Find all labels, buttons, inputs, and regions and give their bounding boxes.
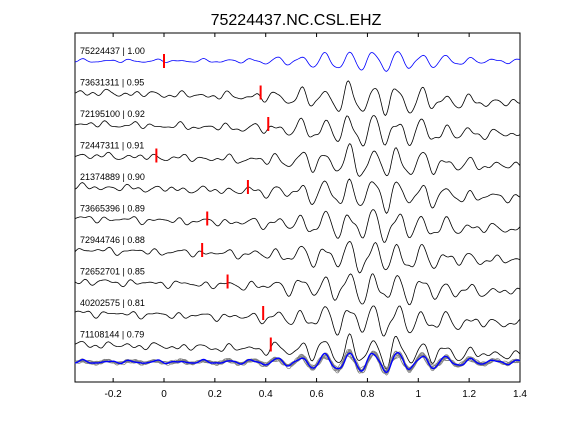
x-tick-label: 1 [416, 389, 422, 400]
trace-label: 71108144 | 0.79 [80, 330, 144, 340]
trace-label: 75224437 | 1.00 [80, 46, 145, 56]
trace-label: 72652701 | 0.85 [80, 267, 145, 277]
stack-reference [74, 351, 521, 374]
trace-label: 73631311 | 0.95 [80, 78, 144, 88]
trace-label: 21374889 | 0.90 [80, 172, 145, 182]
x-tick-label: 0.8 [360, 389, 374, 400]
trace-label: 73665396 | 0.89 [80, 204, 145, 214]
trace-line [74, 51, 521, 72]
trace-group: 75224437 | 1.00 73631311 | 0.95 72195100 |… [74, 46, 521, 370]
x-tick-label: 1.4 [513, 389, 527, 400]
x-tick-label: 1.2 [462, 389, 476, 400]
x-tick-label: -0.2 [105, 389, 123, 400]
trace-line [74, 143, 521, 177]
chart-title: 75224437.NC.CSL.EHZ [211, 12, 382, 29]
trace-line [74, 80, 521, 117]
stack-trace [74, 351, 521, 374]
trace-line [74, 209, 521, 243]
x-tick-label: 0 [161, 389, 167, 400]
trace-label: 40202575 | 0.81 [80, 298, 145, 308]
trace-line [74, 273, 521, 306]
trace-line [74, 241, 521, 274]
stack-group [74, 348, 521, 376]
trace-label: 72195100 | 0.92 [80, 109, 145, 119]
x-tick-label: 0.4 [259, 389, 273, 400]
plot-frame [74, 32, 521, 383]
trace-label: 72944746 | 0.88 [80, 235, 145, 245]
x-tick-label: 0.2 [208, 389, 222, 400]
trace-label: 72447311 | 0.91 [80, 141, 144, 151]
x-axis: -0.2 0 0.2 0.4 0.6 0.8 1 1.2 1.4 [105, 33, 527, 400]
trace-line [74, 305, 521, 337]
trace-line [74, 115, 521, 147]
x-tick-label: 0.6 [310, 389, 324, 400]
trace-line [74, 178, 521, 215]
trace-line [74, 333, 521, 370]
